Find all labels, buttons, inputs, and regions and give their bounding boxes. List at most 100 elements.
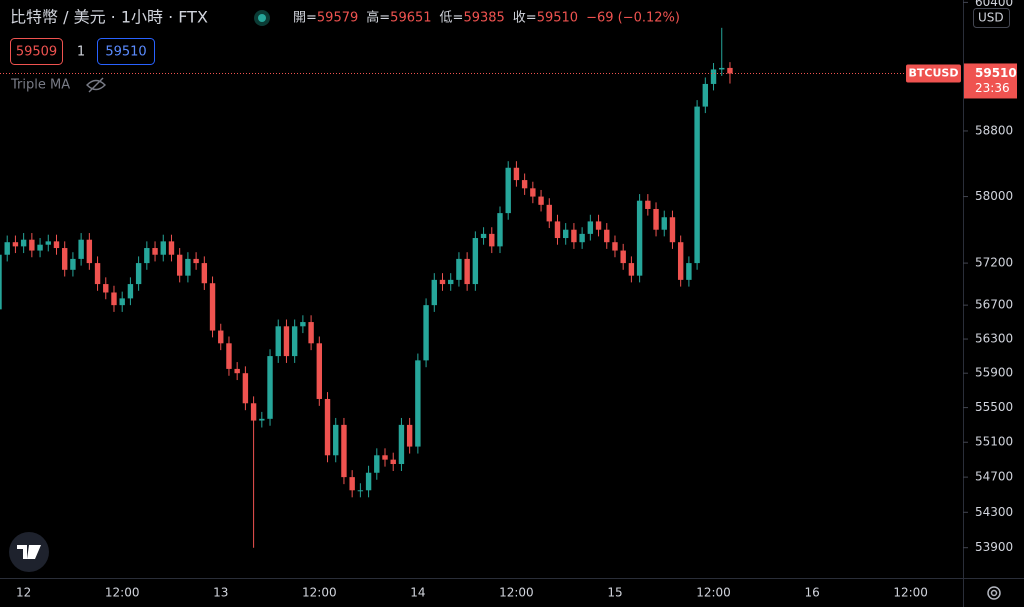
candle-body bbox=[406, 424, 413, 447]
candle-body bbox=[152, 248, 158, 255]
ohlc-label: 低= bbox=[440, 10, 464, 26]
candle-body bbox=[374, 455, 380, 473]
candle-body bbox=[259, 418, 265, 421]
candle-body bbox=[677, 242, 684, 280]
buy-button[interactable] bbox=[97, 38, 155, 65]
candle-body bbox=[431, 279, 437, 306]
x-tick-label: 12:00 bbox=[105, 586, 140, 600]
candle-body bbox=[530, 188, 536, 197]
symbol-tag bbox=[906, 64, 961, 83]
candle-body bbox=[119, 298, 125, 306]
y-tick-label: 56700 bbox=[975, 298, 1013, 312]
ohlc-label: 收= bbox=[513, 11, 537, 26]
price-tag bbox=[964, 63, 1017, 99]
candle-body bbox=[439, 279, 446, 285]
candle-body bbox=[168, 241, 175, 255]
candle-body bbox=[398, 424, 405, 465]
settings-icon[interactable] bbox=[987, 586, 1001, 600]
sell-button[interactable] bbox=[10, 38, 63, 65]
y-tick-label: 55100 bbox=[975, 435, 1013, 449]
candle-body bbox=[333, 424, 339, 456]
candle-body bbox=[415, 360, 421, 447]
candle-body bbox=[497, 213, 503, 247]
gear-hub bbox=[990, 589, 998, 597]
eye-slash bbox=[88, 77, 104, 93]
y-tick-label: 53900 bbox=[975, 540, 1013, 554]
candle-body bbox=[653, 208, 659, 230]
candle-body bbox=[291, 326, 298, 357]
candle-body bbox=[480, 233, 487, 239]
candle-body bbox=[661, 217, 667, 230]
candle-body bbox=[464, 258, 470, 285]
candle-body bbox=[209, 283, 216, 331]
candle-body bbox=[324, 398, 331, 456]
candle-body bbox=[562, 229, 569, 239]
x-tick-label: 12:00 bbox=[893, 586, 928, 600]
candle-body bbox=[628, 263, 635, 276]
y-tick-label: 58000 bbox=[975, 189, 1013, 203]
candle-body bbox=[103, 284, 109, 293]
candle-body bbox=[300, 322, 306, 327]
candle-body bbox=[218, 330, 224, 344]
hide-icon[interactable] bbox=[86, 77, 106, 93]
candle-body bbox=[111, 292, 117, 306]
buy-price[interactable]: 59510 bbox=[105, 45, 146, 60]
candle-body bbox=[250, 403, 257, 421]
y-tick-label: 54300 bbox=[975, 505, 1013, 519]
candle-body bbox=[538, 196, 544, 205]
candle-body bbox=[135, 263, 142, 285]
candle-body bbox=[70, 258, 76, 270]
candle-body bbox=[513, 167, 520, 181]
currency[interactable]: USD bbox=[978, 11, 1004, 25]
candle-body bbox=[604, 229, 610, 243]
candle-body bbox=[29, 239, 35, 251]
plot bbox=[0, 27, 963, 548]
candle-body bbox=[176, 254, 183, 276]
logo bbox=[17, 545, 41, 559]
candle-body bbox=[571, 229, 577, 243]
y-tick-label: 57200 bbox=[975, 256, 1013, 270]
ohlc-change: −69 (−0.12%) bbox=[586, 11, 680, 26]
candle-body bbox=[12, 242, 19, 247]
indicator-name[interactable]: Triple MA bbox=[10, 78, 70, 93]
candle-body bbox=[144, 248, 150, 264]
sell-price[interactable]: 59509 bbox=[16, 45, 57, 60]
candle-body bbox=[587, 221, 594, 234]
candle-body bbox=[595, 221, 602, 230]
candle-body bbox=[727, 67, 733, 74]
candle-body bbox=[308, 322, 314, 344]
gear-ring bbox=[987, 586, 1001, 600]
ohlc-value: 59510 bbox=[537, 11, 578, 26]
candle-body bbox=[86, 239, 93, 264]
candle-body bbox=[62, 248, 68, 270]
ohlc-label: 高= bbox=[366, 10, 390, 26]
status-dot bbox=[258, 14, 266, 22]
candle-body bbox=[456, 258, 462, 280]
candle-body bbox=[45, 241, 51, 245]
candle-body bbox=[669, 217, 676, 243]
candle-body bbox=[275, 326, 281, 357]
y-tick-label: 56300 bbox=[975, 332, 1013, 346]
candle-body bbox=[579, 233, 585, 243]
quantity[interactable]: 1 bbox=[77, 45, 85, 60]
candle-body bbox=[636, 200, 643, 276]
candle-body bbox=[193, 258, 199, 264]
currency-box[interactable] bbox=[973, 8, 1010, 28]
candle-body bbox=[201, 263, 208, 284]
candle-body bbox=[349, 477, 355, 491]
candle-body bbox=[423, 305, 429, 361]
y-tick-label: 54700 bbox=[975, 470, 1013, 484]
candle-body bbox=[645, 200, 651, 209]
candle-body bbox=[546, 204, 552, 222]
candle-body bbox=[686, 263, 692, 280]
x-tick-label: 12:00 bbox=[499, 586, 534, 600]
candle-body bbox=[4, 242, 10, 255]
ohlc-legend: 開= 59579 高= 59651 低= 59385 收= 59510 −69 (−0.12%) bbox=[293, 10, 680, 26]
candle-body bbox=[341, 424, 347, 478]
candle-body bbox=[127, 284, 134, 299]
symbol-title[interactable]: 比特幣 / 美元 · 1小時 · FTX bbox=[10, 8, 208, 27]
candle-body bbox=[0, 254, 2, 310]
candle-body bbox=[620, 250, 626, 264]
